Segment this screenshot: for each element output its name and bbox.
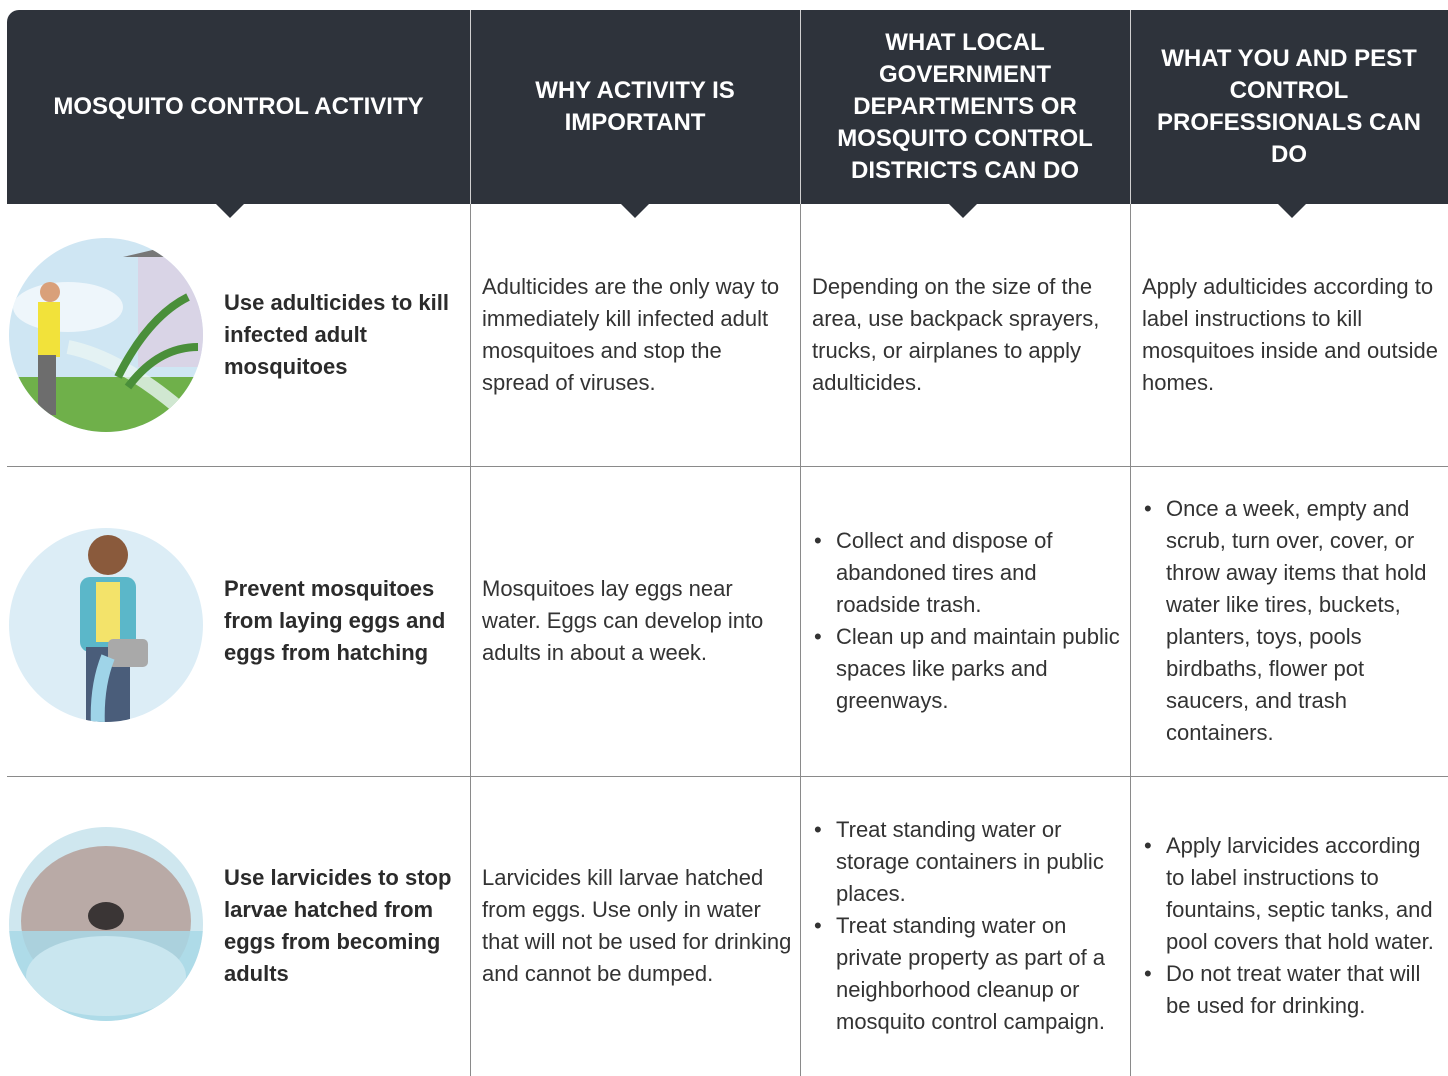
cell-text: Apply adulticides according to label ins… [1142, 274, 1438, 395]
bullet-item: Apply larvicides according to label inst… [1142, 830, 1440, 958]
row-divider [7, 466, 1448, 467]
header-pointer [948, 203, 978, 218]
header-pointer [215, 203, 245, 218]
cell-text: Larvicides kill larvae hatched from eggs… [482, 865, 792, 986]
row-divider [7, 776, 1448, 777]
activity-cell: Use larvicides to stop larvae hatched fr… [224, 776, 470, 1076]
header-bar [7, 10, 1448, 204]
column-header: WHAT LOCAL GOVERNMENT DEPARTMENTS OR MOS… [837, 29, 1093, 184]
column-divider [1130, 204, 1131, 1076]
table-cell: Larvicides kill larvae hatched from eggs… [470, 776, 800, 1076]
bullet-item: Clean up and maintain public spaces like… [812, 621, 1122, 717]
cell-text: Use larvicides to stop larvae hatched fr… [224, 865, 452, 986]
table-cell: Treat standing water or storage containe… [800, 776, 1130, 1076]
table-cell: Adulticides are the only way to immediat… [470, 204, 800, 466]
table-cell: Collect and dispose of abandoned tires a… [800, 466, 1130, 776]
activity-cell: Use adulticides to kill infected adult m… [224, 204, 470, 466]
column-divider [470, 204, 471, 1076]
table-cell: Apply larvicides according to label inst… [1130, 776, 1448, 1076]
table-cell: Once a week, empty and scrub, turn over,… [1130, 466, 1448, 776]
header-pointer [1277, 203, 1307, 218]
bullet-list: Once a week, empty and scrub, turn over,… [1142, 493, 1440, 749]
bullet-item: Treat standing water or storage containe… [812, 814, 1122, 910]
cell-text: Mosquitoes lay eggs near water. Eggs can… [482, 576, 764, 665]
cell-text: Prevent mosquitoes from laying eggs and … [224, 576, 446, 665]
cell-text: Depending on the size of the area, use b… [812, 274, 1100, 395]
bullet-list: Collect and dispose of abandoned tires a… [812, 525, 1122, 717]
column-header: WHAT YOU AND PEST CONTROL PROFESSIONALS … [1156, 45, 1422, 168]
adulticide-illustration [9, 238, 203, 432]
bullet-list: Apply larvicides according to label inst… [1142, 830, 1440, 1022]
cell-text: Adulticides are the only way to immediat… [482, 274, 780, 395]
bullet-item: Once a week, empty and scrub, turn over,… [1142, 493, 1440, 749]
column-divider [800, 204, 801, 1076]
table-cell: Apply adulticides according to label ins… [1130, 204, 1448, 466]
header-pointer [620, 203, 650, 218]
table-cell: Mosquitoes lay eggs near water. Eggs can… [470, 466, 800, 776]
table-cell: Depending on the size of the area, use b… [800, 204, 1130, 466]
bullet-item: Do not treat water that will be used for… [1142, 958, 1440, 1022]
larvicide-illustration [9, 827, 203, 1021]
cell-text: Use adulticides to kill infected adult m… [224, 290, 449, 379]
bullet-list: Treat standing water or storage containe… [812, 814, 1122, 1038]
column-header: MOSQUITO CONTROL ACTIVITY [53, 93, 424, 120]
activity-cell: Prevent mosquitoes from laying eggs and … [224, 466, 470, 776]
bullet-item: Collect and dispose of abandoned tires a… [812, 525, 1122, 621]
prevention-illustration [9, 528, 203, 722]
bullet-item: Treat standing water on private property… [812, 910, 1122, 1038]
column-header: WHY ACTIVITY IS IMPORTANT [535, 77, 735, 136]
